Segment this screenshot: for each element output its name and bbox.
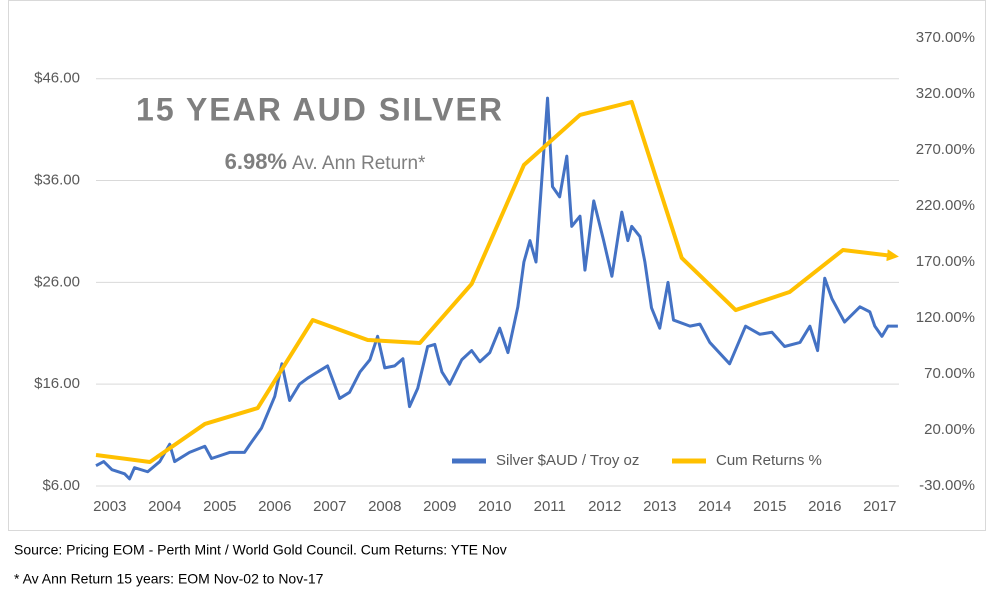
y2-tick-label: 20.00%: [924, 421, 975, 438]
x-tick-label: 2014: [698, 498, 731, 515]
x-tick-label: 2003: [93, 498, 126, 515]
footnote: * Av Ann Return 15 years: EOM Nov-02 to …: [14, 571, 324, 587]
y2-tick-label: 320.00%: [916, 85, 975, 102]
chart-title: 15 YEAR AUD SILVER: [136, 91, 504, 127]
y2-tick-label: 70.00%: [924, 365, 975, 382]
x-tick-label: 2009: [423, 498, 456, 515]
y-tick-label: $16.00: [34, 375, 80, 392]
x-tick-label: 2011: [534, 498, 566, 515]
y2-tick-label: 120.00%: [916, 309, 975, 326]
subtitle-value: 6.98%: [225, 149, 287, 174]
x-tick-label: 2008: [368, 498, 401, 515]
legend-label: Silver $AUD / Troy oz: [496, 452, 639, 469]
x-tick-label: 2005: [203, 498, 236, 515]
footnote: Source: Pricing EOM - Perth Mint / World…: [14, 542, 507, 558]
x-tick-label: 2004: [148, 498, 181, 515]
y-tick-label: $26.00: [34, 273, 80, 290]
x-tick-label: 2013: [643, 498, 676, 515]
y2-tick-label: -30.00%: [919, 477, 975, 494]
series-line: [95, 96, 898, 481]
grid: [96, 78, 899, 487]
y2-tick-label: 370.00%: [916, 29, 975, 46]
y2-tick-label: 270.00%: [916, 141, 975, 158]
y-tick-label: $6.00: [42, 477, 80, 494]
x-tick-label: 2017: [863, 498, 896, 515]
series-line: [95, 99, 899, 465]
x-tick-label: 2012: [588, 498, 621, 515]
x-tick-label: 2015: [753, 498, 786, 515]
x-tick-label: 2010: [478, 498, 511, 515]
plot: [95, 96, 899, 481]
y-tick-label: $36.00: [34, 172, 80, 189]
legend-label: Cum Returns %: [716, 452, 822, 469]
y2-tick-label: 220.00%: [916, 197, 975, 214]
x-tick-label: 2006: [258, 498, 291, 515]
subtitle: Av. Ann Return*: [292, 153, 426, 174]
x-tick-label: 2007: [313, 498, 346, 515]
y2-tick-label: 170.00%: [916, 253, 975, 270]
y-tick-label: $46.00: [34, 70, 80, 87]
x-tick-label: 2016: [808, 498, 841, 515]
